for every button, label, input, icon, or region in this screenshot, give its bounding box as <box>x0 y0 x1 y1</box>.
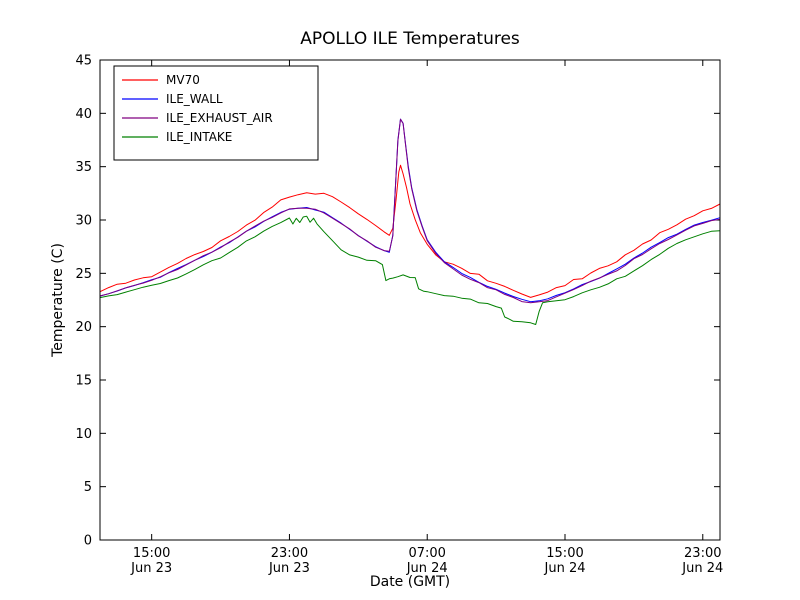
y-tick-label: 40 <box>75 107 92 122</box>
legend-label-ILE_INTAKE: ILE_INTAKE <box>166 130 232 144</box>
x-tick-label-date: Jun 24 <box>406 561 448 576</box>
x-tick-label-date: Jun 24 <box>544 561 586 576</box>
y-tick-label: 15 <box>75 374 92 389</box>
y-tick-label: 30 <box>75 214 92 229</box>
legend: MV70 ILE_WALL ILE_EXHAUST_AIR ILE_INTAKE <box>113 65 319 161</box>
y-tick-label: 20 <box>75 320 92 335</box>
x-tick-label-time: 23:00 <box>684 546 721 561</box>
x-tick-label-time: 15:00 <box>133 546 170 561</box>
legend-label-MV70: MV70 <box>166 73 200 87</box>
x-tick-label-time: 23:00 <box>271 546 308 561</box>
y-tick-label: 5 <box>84 480 92 495</box>
legend-box <box>113 65 319 161</box>
series-line-ILE_EXHAUST_AIR <box>99 118 721 304</box>
x-tick-label-time: 15:00 <box>546 546 583 561</box>
chart-title: APOLLO ILE Temperatures <box>300 29 520 49</box>
legend-label-ILE_WALL: ILE_WALL <box>166 92 223 106</box>
y-tick-label: 35 <box>75 160 92 175</box>
series-lines <box>99 118 721 325</box>
legend-label-ILE_EXHAUST_AIR: ILE_EXHAUST_AIR <box>166 111 273 125</box>
x-tick-label-date: Jun 24 <box>681 561 723 576</box>
x-tick-label-date: Jun 23 <box>268 561 310 576</box>
y-tick-label: 25 <box>75 267 92 282</box>
y-tick-label: 10 <box>75 427 92 442</box>
x-axis-label: Date (GMT) <box>370 574 450 590</box>
axes-frame <box>99 59 721 541</box>
x-tick-label-date: Jun 23 <box>130 561 172 576</box>
y-tick-label: 0 <box>84 534 92 549</box>
x-tick-label-time: 07:00 <box>408 546 445 561</box>
series-line-MV70 <box>99 164 721 298</box>
y-axis-label: Temperature (C) <box>50 243 66 358</box>
series-line-ILE_INTAKE <box>99 215 721 325</box>
y-tick-label: 45 <box>75 54 92 69</box>
